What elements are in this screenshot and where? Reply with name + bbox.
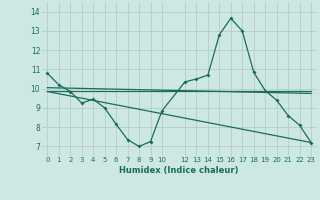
X-axis label: Humidex (Indice chaleur): Humidex (Indice chaleur)	[119, 166, 239, 175]
